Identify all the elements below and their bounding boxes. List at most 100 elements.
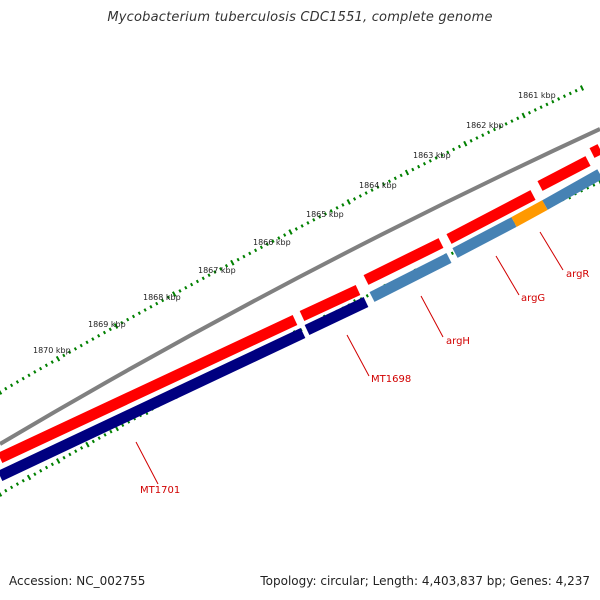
tick-mark — [68, 350, 72, 354]
tick-mark — [143, 308, 147, 312]
scale-label: 1862 kbp — [466, 121, 504, 130]
tick-mark — [452, 147, 456, 152]
genome-summary-text: Topology: circular; Length: 4,403,837 bp… — [260, 574, 590, 588]
tick-mark — [562, 94, 567, 98]
tick-mark — [97, 436, 101, 440]
accession-text: Accession: NC_002755 — [9, 574, 146, 588]
tick-mark — [85, 441, 90, 448]
tick-mark — [404, 169, 410, 176]
tick-mark — [242, 254, 246, 259]
leader-line — [346, 334, 370, 377]
tick-mark — [346, 199, 351, 205]
tick-mark — [510, 119, 514, 123]
gene-label-argG: argG — [521, 293, 545, 304]
tick-mark — [224, 264, 229, 268]
tick-mark — [91, 337, 95, 341]
tick-mark — [557, 97, 561, 101]
tick-mark — [56, 458, 61, 464]
tick-mark — [236, 257, 240, 262]
tick-mark — [440, 153, 444, 157]
tick-mark — [137, 311, 141, 315]
tick-mark — [33, 472, 37, 476]
tick-mark — [219, 267, 223, 271]
tick-mark — [265, 242, 269, 247]
tick-mark — [21, 478, 25, 483]
tick-mark — [73, 347, 78, 351]
tick-mark — [55, 355, 61, 362]
scale-label: 1868 kbp — [143, 293, 181, 302]
gene-label-MT1698: MT1698 — [371, 374, 411, 385]
tick-mark — [393, 176, 397, 181]
tick-mark — [184, 285, 188, 290]
gene-label-MT1701: MT1701 — [140, 485, 180, 496]
tick-mark — [579, 85, 585, 91]
tick-mark — [487, 130, 491, 135]
gene-feature — [369, 253, 452, 302]
gene-feature — [0, 328, 306, 481]
gene-feature — [511, 200, 548, 227]
tick-mark — [469, 139, 473, 143]
tick-mark — [323, 212, 328, 216]
cds-track — [0, 144, 600, 463]
tick-mark — [108, 327, 112, 332]
scale-label: 1867 kbp — [198, 266, 236, 275]
tick-mark — [15, 482, 20, 486]
tick-mark — [103, 433, 107, 437]
tick-mark — [9, 383, 14, 388]
tick-mark — [521, 112, 526, 119]
tick-mark — [574, 88, 578, 93]
tick-mark — [149, 305, 153, 309]
cds-feature — [0, 285, 361, 463]
cds-feature — [446, 190, 536, 244]
tick-mark — [254, 248, 258, 253]
tick-mark — [172, 291, 177, 297]
tick-mark — [126, 317, 130, 322]
tick-mark — [201, 276, 205, 281]
leader-line — [420, 295, 444, 338]
gene-feature — [542, 169, 600, 210]
tick-mark — [329, 209, 333, 213]
tick-mark — [190, 282, 194, 287]
scale-label: 1870 kbp — [33, 346, 71, 355]
tick-mark — [15, 380, 20, 384]
cds-feature — [589, 144, 600, 158]
tick-mark — [318, 215, 322, 219]
tick-mark — [178, 289, 182, 293]
tick-mark — [422, 161, 427, 166]
tick-mark — [446, 150, 450, 155]
tick-mark — [113, 323, 119, 329]
cds-feature — [537, 156, 591, 191]
tick-mark — [434, 156, 438, 160]
tick-mark — [91, 439, 95, 444]
tick-mark — [300, 224, 304, 228]
scale-label: 1869 kbp — [88, 320, 126, 329]
tick-mark — [551, 99, 555, 104]
tick-mark — [97, 334, 101, 338]
cds-feature — [363, 238, 444, 285]
tick-mark — [85, 340, 89, 345]
tick-mark — [341, 203, 345, 207]
tick-mark — [382, 182, 386, 186]
tick-mark — [38, 366, 43, 371]
tick-mark — [312, 218, 316, 222]
tick-mark — [492, 127, 496, 132]
scale-label: 1866 kbp — [253, 238, 291, 247]
tick-mark — [44, 465, 49, 470]
tick-mark — [306, 221, 310, 225]
leader-line — [495, 255, 520, 296]
tick-mark — [39, 469, 43, 473]
tick-mark — [68, 452, 72, 457]
tick-mark — [120, 321, 124, 325]
tick-mark — [102, 330, 107, 335]
tick-mark — [155, 301, 159, 306]
gene-label-argH: argH — [446, 336, 470, 347]
leader-line — [135, 441, 159, 485]
scale-label: 1865 kbp — [306, 210, 344, 219]
tick-mark — [498, 124, 502, 129]
tick-mark — [288, 229, 293, 235]
tick-mark — [4, 386, 8, 391]
tick-mark — [248, 251, 252, 256]
tick-mark — [160, 298, 165, 303]
tick-mark — [109, 429, 113, 434]
